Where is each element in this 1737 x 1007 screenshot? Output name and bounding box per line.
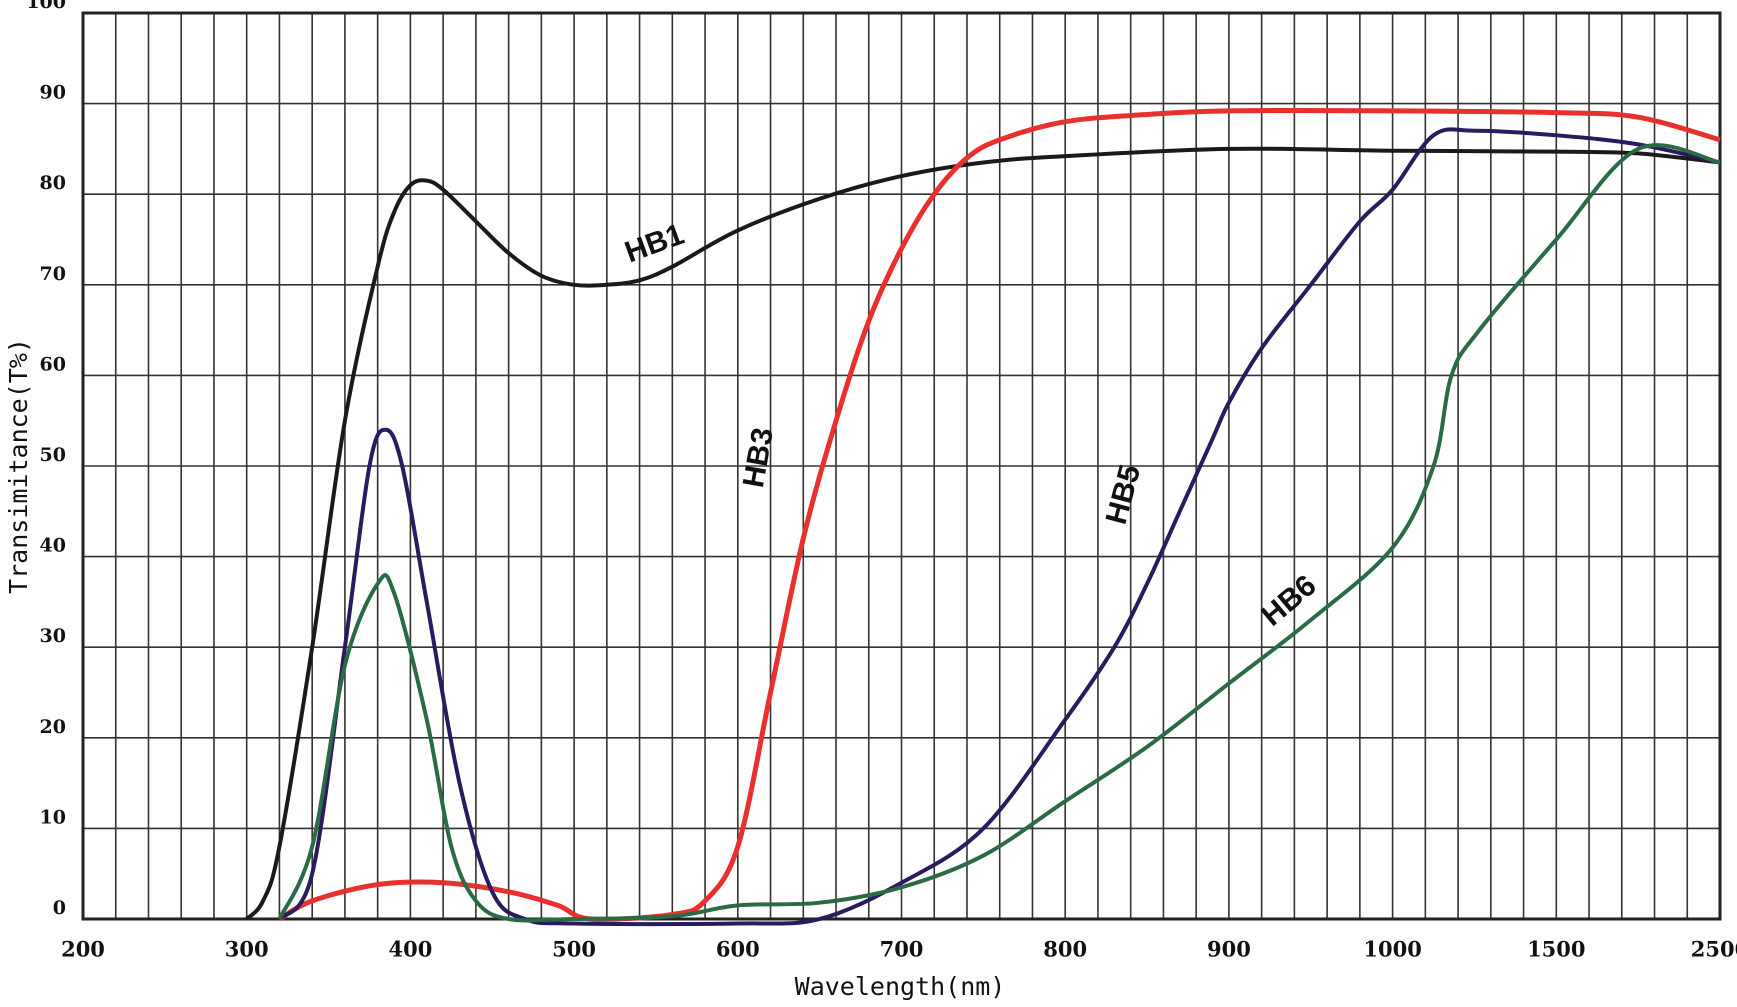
x-tick-label: 300 (225, 937, 269, 962)
x-tick-label: 1000 (1363, 937, 1421, 962)
x-tick-label: 400 (388, 937, 432, 962)
x-tick-label: 500 (552, 937, 596, 962)
series-label: HB3 (737, 425, 780, 490)
x-tick-label: 700 (880, 937, 924, 962)
x-tick-label: 600 (716, 937, 760, 962)
y-tick-label: 50 (40, 444, 66, 466)
x-tick-label: 1500 (1527, 937, 1585, 962)
y-tick-label: 10 (40, 806, 66, 828)
y-tick-label: 40 (40, 535, 66, 557)
x-axis-title: Wavelength(nm) (795, 972, 1006, 1001)
y-axis-title: Transimitance(T%) (4, 338, 33, 594)
x-tick-label: 800 (1043, 937, 1087, 962)
y-tick-label: 100 (26, 0, 66, 13)
y-tick-label: 70 (40, 263, 66, 285)
x-tick-label: 900 (1207, 937, 1251, 962)
series-label: HB5 (1100, 461, 1147, 528)
y-tick-label: 90 (40, 82, 66, 104)
series-line (277, 143, 1721, 923)
y-tick-label: 30 (40, 625, 66, 647)
y-tick-label: 20 (40, 716, 66, 738)
series-line (278, 108, 1721, 922)
x-tick-label: 200 (61, 937, 105, 962)
series-line (277, 127, 1721, 927)
series-line (245, 146, 1721, 921)
series-label: HB6 (1255, 569, 1322, 633)
plot-frame (81, 11, 1722, 921)
y-tick-label: 0 (53, 897, 66, 919)
y-tick-label: 80 (40, 172, 66, 194)
y-tick-label: 60 (40, 353, 66, 375)
